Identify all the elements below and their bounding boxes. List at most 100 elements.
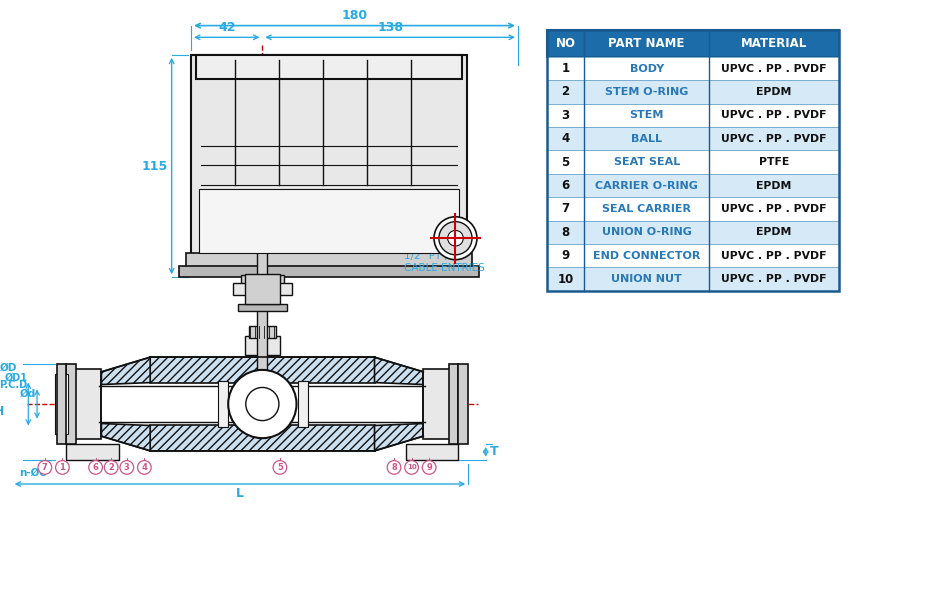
Text: 1: 1 (60, 463, 65, 472)
Text: EPDM: EPDM (757, 87, 792, 97)
Bar (258, 234, 267, 295)
Bar (547, 221, 839, 244)
Polygon shape (374, 423, 424, 451)
Bar (74, 369, 101, 439)
Bar (199, 190, 460, 253)
Bar (547, 57, 839, 81)
Text: ØD: ØD (0, 363, 18, 373)
Text: 9: 9 (561, 249, 570, 262)
Bar (459, 364, 468, 444)
Bar (245, 274, 280, 304)
Text: 10: 10 (557, 273, 574, 285)
Bar (547, 104, 839, 127)
Polygon shape (101, 357, 150, 384)
Text: 3: 3 (124, 463, 130, 472)
Text: UNION O-RING: UNION O-RING (602, 228, 692, 237)
Text: n-Øe: n-Øe (20, 467, 47, 478)
Bar (150, 426, 374, 451)
Bar (547, 197, 839, 221)
Text: PART NAME: PART NAME (609, 37, 684, 50)
Bar (547, 30, 839, 57)
Circle shape (137, 461, 151, 474)
Bar (258, 306, 267, 370)
Circle shape (89, 461, 102, 474)
Bar (57, 364, 66, 444)
Text: UPVC . PP . PVDF: UPVC . PP . PVDF (721, 63, 827, 74)
Circle shape (422, 461, 436, 474)
Polygon shape (374, 357, 424, 384)
Bar (179, 265, 479, 277)
Bar (547, 174, 839, 197)
Bar (66, 444, 119, 459)
Text: 3: 3 (561, 109, 570, 122)
Bar (238, 304, 286, 311)
Text: P.C.D: P.C.D (0, 381, 27, 390)
Bar (241, 275, 283, 285)
Text: 4: 4 (141, 463, 147, 472)
Text: STEM: STEM (629, 110, 664, 120)
Text: 10: 10 (407, 464, 416, 470)
Text: 5: 5 (561, 156, 570, 168)
Text: 8: 8 (392, 463, 397, 472)
Bar (245, 336, 280, 355)
Text: UPVC . PP . PVDF: UPVC . PP . PVDF (721, 134, 827, 144)
Text: 7: 7 (561, 203, 570, 215)
Text: 1/2" PT
CABLE ENTRIES: 1/2" PT CABLE ENTRIES (404, 251, 484, 273)
Circle shape (387, 461, 401, 474)
Text: L: L (236, 487, 244, 500)
Text: SEAT SEAL: SEAT SEAL (613, 157, 680, 167)
Text: 5: 5 (277, 463, 283, 472)
Bar (547, 244, 839, 267)
Bar (299, 381, 308, 428)
Circle shape (120, 461, 134, 474)
Text: 4: 4 (561, 132, 570, 145)
Bar (547, 81, 839, 104)
Text: STEM O-RING: STEM O-RING (605, 87, 688, 97)
Bar (406, 444, 459, 459)
Text: BODY: BODY (629, 63, 664, 74)
Circle shape (38, 461, 52, 474)
Text: SEAL CARRIER: SEAL CARRIER (602, 204, 691, 214)
Text: 8: 8 (561, 226, 570, 239)
Bar (248, 326, 276, 338)
Circle shape (228, 370, 297, 438)
Text: H: H (0, 405, 4, 418)
Circle shape (405, 461, 418, 474)
Text: 180: 180 (341, 9, 368, 22)
Text: PTFE: PTFE (758, 157, 789, 167)
Circle shape (439, 221, 472, 255)
Text: NO: NO (556, 37, 575, 50)
Text: END CONNECTOR: END CONNECTOR (592, 251, 701, 261)
Text: CARRIER O-RING: CARRIER O-RING (595, 181, 698, 190)
Text: UPVC . PP . PVDF: UPVC . PP . PVDF (721, 274, 827, 284)
Text: 2: 2 (561, 85, 570, 98)
Bar (196, 55, 463, 79)
Text: 138: 138 (377, 21, 403, 34)
Text: 6: 6 (93, 463, 99, 472)
Bar (186, 253, 472, 272)
Bar (100, 387, 428, 422)
Text: UPVC . PP . PVDF: UPVC . PP . PVDF (721, 110, 827, 120)
Circle shape (246, 387, 279, 421)
Bar (547, 151, 839, 174)
Text: 9: 9 (427, 463, 432, 472)
Bar (547, 267, 839, 291)
Text: EPDM: EPDM (757, 228, 792, 237)
Bar (233, 283, 292, 295)
Bar (55, 374, 68, 434)
Text: UPVC . PP . PVDF: UPVC . PP . PVDF (721, 204, 827, 214)
Text: 6: 6 (561, 179, 570, 192)
Bar (191, 55, 467, 263)
Text: ØD1: ØD1 (5, 373, 27, 382)
Circle shape (104, 461, 118, 474)
Text: Ød: Ød (20, 389, 36, 399)
Text: EPDM: EPDM (757, 181, 792, 190)
Bar (547, 30, 839, 291)
Bar (547, 127, 839, 151)
Circle shape (434, 217, 477, 260)
Circle shape (273, 461, 286, 474)
Circle shape (447, 231, 464, 246)
Circle shape (56, 461, 69, 474)
Text: 7: 7 (42, 463, 47, 472)
Bar (448, 364, 459, 444)
